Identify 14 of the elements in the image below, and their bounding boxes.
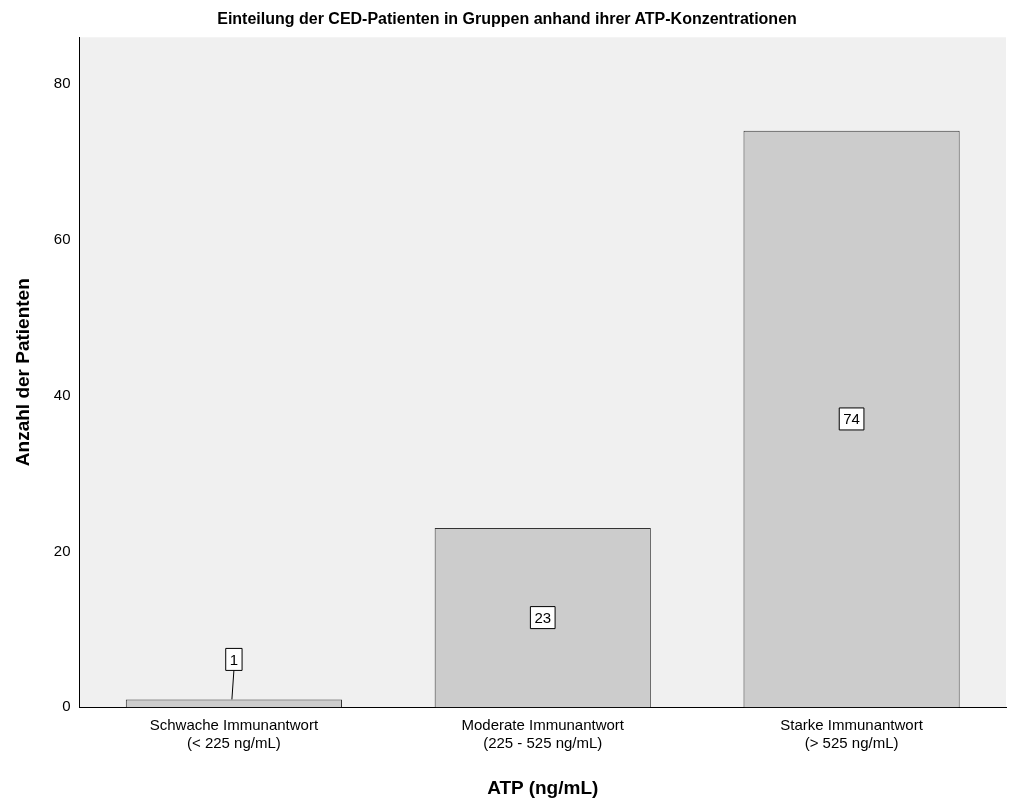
y-axis-title: Anzahl der Patienten (11, 278, 33, 467)
y-tick-label: 0 (62, 697, 71, 715)
data-label: 1 (229, 650, 239, 668)
chart-title: Einteilung der CED-Patienten in Gruppen anhand ihrer ATP-Konzentrationen (217, 10, 797, 28)
y-tick-label: 80 (53, 74, 71, 92)
data-label: 74 (843, 410, 860, 428)
x-tick-label: Starke Immunantwort (> 525 ng/mL) (780, 716, 924, 752)
x-tick-label: Moderate Immunantwort (225 - 525 ng/mL) (461, 716, 625, 752)
y-tick-label: 20 (53, 541, 71, 559)
y-tick-label: 60 (53, 229, 71, 247)
y-tick-label: 40 (53, 385, 71, 403)
x-axis-title: ATP (ng/mL) (487, 776, 599, 798)
data-label: 23 (534, 608, 552, 626)
x-tick-label: Schwache Immunantwort (< 225 ng/mL) (149, 716, 319, 752)
